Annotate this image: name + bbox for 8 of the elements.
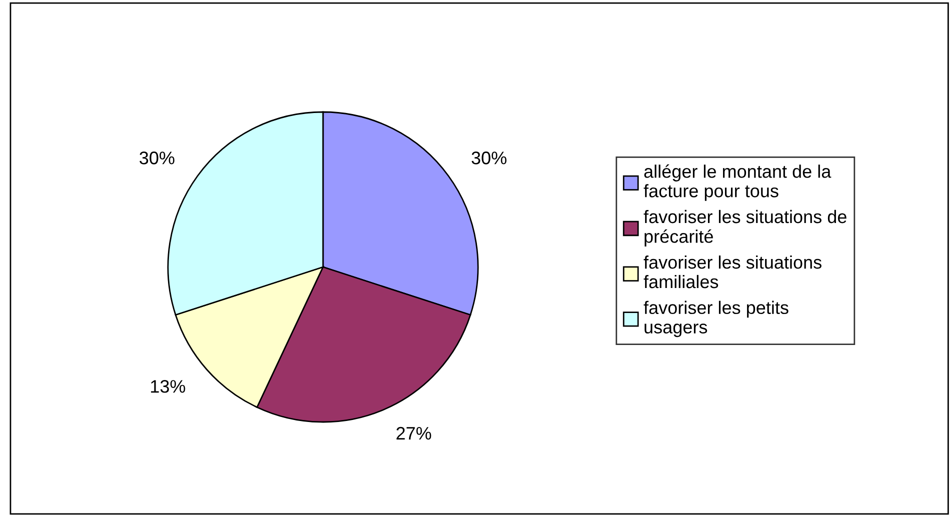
data-label: 30% xyxy=(140,152,174,164)
legend-label: favoriser les situations familiales xyxy=(644,255,822,288)
data-label: 30% xyxy=(472,152,506,164)
legend-label: favoriser les petits usagers xyxy=(644,300,788,338)
data-label: 27% xyxy=(396,426,432,440)
legend-label: alléger le montant de la facture pour tous xyxy=(644,164,832,201)
data-label: 13% xyxy=(151,380,186,393)
legend-label: favoriser les situations de précarité xyxy=(644,210,846,246)
